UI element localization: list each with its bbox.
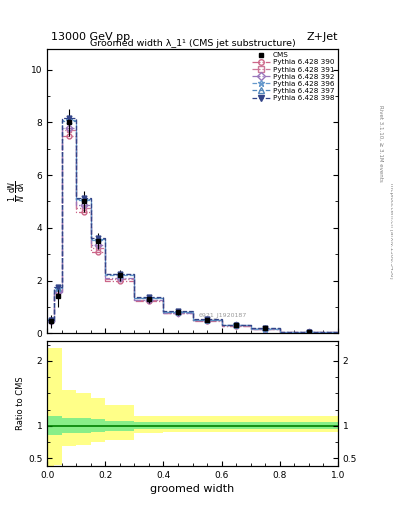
Y-axis label: $\frac{1}{N}\,\frac{\mathrm{d}N}{\mathrm{d}\lambda}$: $\frac{1}{N}\,\frac{\mathrm{d}N}{\mathrm… [7, 180, 28, 202]
Text: Z+Jet: Z+Jet [307, 32, 338, 42]
X-axis label: groomed width: groomed width [151, 484, 235, 494]
Y-axis label: Ratio to CMS: Ratio to CMS [16, 377, 25, 431]
Text: 6921_J1920187: 6921_J1920187 [198, 312, 247, 318]
Title: Groomed width λ_1¹ (CMS jet substructure): Groomed width λ_1¹ (CMS jet substructure… [90, 39, 296, 48]
Legend: CMS, Pythia 6.428 390, Pythia 6.428 391, Pythia 6.428 392, Pythia 6.428 396, Pyt: CMS, Pythia 6.428 390, Pythia 6.428 391,… [250, 51, 336, 102]
Text: Rivet 3.1.10, ≥ 3.1M events: Rivet 3.1.10, ≥ 3.1M events [379, 105, 384, 182]
Text: 13000 GeV pp: 13000 GeV pp [51, 32, 130, 42]
Text: mcplots.cern.ch [arXiv:1306.3436]: mcplots.cern.ch [arXiv:1306.3436] [389, 183, 393, 278]
